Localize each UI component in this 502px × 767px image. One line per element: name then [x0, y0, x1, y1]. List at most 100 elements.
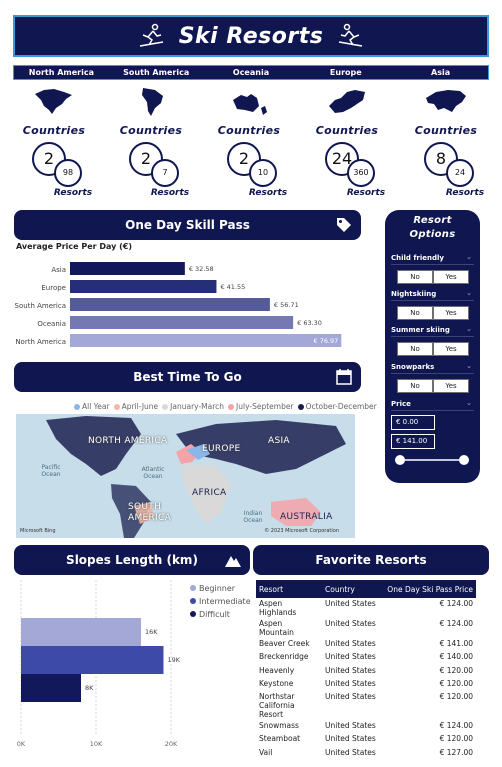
child-friendly-no-button[interactable]: No [397, 270, 433, 284]
legend-dot [190, 585, 196, 591]
table-cell: Vail [259, 747, 273, 757]
table-row[interactable]: Heavenly United States € 120.00 [256, 665, 476, 678]
legend-item[interactable]: July-September [228, 402, 294, 411]
region-bar: North America South America Oceania Euro… [13, 65, 489, 80]
table-cell: Keystone [259, 678, 294, 688]
region-tab-north-america[interactable]: North America [28, 68, 95, 77]
resorts-count: 24 [446, 159, 474, 187]
pass-bar[interactable] [70, 316, 294, 329]
legend-item[interactable]: January-March [162, 402, 224, 411]
slopes-legend-item[interactable]: Beginner [190, 584, 251, 593]
table-row[interactable]: Northstar California Resort United States… [256, 691, 476, 720]
region-tab-south-america[interactable]: South America [123, 68, 190, 77]
chevron-down-icon[interactable]: ⌄ [466, 289, 472, 297]
filter-nightskiing: Nightskiing ⌄ No Yes [391, 289, 474, 320]
region-tab-europe[interactable]: Europe [329, 68, 362, 77]
slopes-legend-item[interactable]: Difficult [190, 610, 251, 619]
price-tag-icon [337, 218, 351, 232]
pass-bar[interactable] [70, 334, 342, 347]
table-cell: United States [325, 721, 376, 731]
resorts-count: 98 [54, 159, 82, 187]
table-row[interactable]: Aspen Highlands United States € 124.00 [256, 598, 476, 618]
map-label-north-america: NORTH AMERICA [88, 436, 168, 446]
pass-chart-subtitle: Average Price Per Day (€) [16, 242, 133, 251]
table-cell: € 141.00 [439, 639, 473, 648]
column-header[interactable]: Country [322, 580, 381, 598]
slider-min-handle[interactable] [395, 455, 405, 465]
calendar-icon [336, 369, 352, 385]
legend-item[interactable]: All Year [74, 402, 110, 411]
table-cell: United States [325, 619, 376, 628]
table-row[interactable]: Keystone United States € 120.00 [256, 678, 476, 691]
legend-label: April-June [121, 402, 159, 411]
snowparks-no-button[interactable]: No [397, 379, 433, 393]
region-card-oceania: Countries 2 10 Resorts [209, 84, 289, 199]
table-cell: Snowmass [259, 721, 299, 731]
child-friendly-yes-button[interactable]: Yes [433, 270, 469, 284]
table-row[interactable]: Snowmass United States € 124.00 [256, 720, 476, 733]
table-cell: United States [325, 734, 376, 744]
map-copyright: © 2023 Microsoft Corporation [264, 528, 339, 534]
snowparks-yes-button[interactable]: Yes [433, 379, 469, 393]
north-america-map-icon [35, 89, 72, 114]
filter-price: Price ⌄ [391, 399, 474, 411]
slider-max-handle[interactable] [459, 455, 469, 465]
chevron-down-icon[interactable]: ⌄ [466, 399, 472, 407]
slopes-bar[interactable] [21, 646, 164, 674]
legend-dot [297, 404, 304, 410]
pass-bar[interactable] [70, 280, 217, 293]
slopes-bar[interactable] [21, 674, 81, 702]
price-max-input[interactable]: € 141.00 [391, 434, 435, 449]
table-row[interactable]: Breckenridge United States € 140.00 [256, 651, 476, 664]
pass-category-label: South America [15, 302, 66, 310]
table-row[interactable]: Beaver Creek United States € 141.00 [256, 638, 476, 651]
page-title: Ski Resorts [178, 23, 324, 49]
map-label-asia: ASIA [268, 436, 290, 446]
pass-bar[interactable] [70, 298, 270, 311]
pass-category-label: Asia [51, 266, 66, 274]
slopes-bar[interactable] [21, 618, 141, 646]
table-row[interactable]: Steamboat United States € 120.00 [256, 733, 476, 746]
column-header[interactable]: One Day Ski Pass Price [380, 580, 476, 598]
pass-data-label: € 56.71 [274, 301, 299, 309]
summer-skiing-yes-button[interactable]: Yes [433, 342, 469, 356]
legend-item[interactable]: April-June [113, 402, 159, 411]
table-cell: € 120.00 [439, 678, 473, 688]
pass-data-label: € 41.55 [220, 283, 245, 291]
title-bar: Ski Resorts [13, 15, 489, 57]
region-tab-asia[interactable]: Asia [431, 68, 451, 77]
resorts-label: Resorts [53, 188, 93, 198]
column-header[interactable]: Resort [256, 580, 322, 598]
legend-dot [190, 598, 196, 604]
resort-options-title-line2: Options [409, 229, 456, 240]
slopes-data-label: 19K [168, 656, 181, 664]
table-cell: United States [325, 599, 376, 608]
slopes-legend-item[interactable]: Intermediate [190, 597, 251, 606]
table-cell: € 124.00 [439, 721, 473, 731]
legend-label: Beginner [199, 584, 236, 593]
nightskiing-yes-button[interactable]: Yes [433, 306, 469, 320]
table-row[interactable]: Aspen Mountain United States € 124.00 [256, 618, 476, 638]
resorts-count: 7 [151, 159, 179, 187]
price-min-input[interactable]: € 0.00 [391, 415, 435, 430]
legend-item[interactable]: October-December [297, 402, 377, 411]
chevron-down-icon[interactable]: ⌄ [466, 253, 472, 261]
table-cell: € 120.00 [439, 734, 473, 744]
slopes-header: Slopes Length (km) [14, 545, 250, 575]
chevron-down-icon[interactable]: ⌄ [466, 362, 472, 370]
world-map[interactable]: NORTH AMERICA EUROPE ASIA AFRICA SOUTH A… [16, 414, 355, 538]
slopes-tick-label: 10K [90, 740, 103, 748]
slopes-tick-label: 0K [17, 740, 26, 748]
best-time-legend: All Year April-June January-March July-Sept… [74, 402, 381, 411]
map-label-atlantic: Atlantic Ocean [141, 466, 165, 480]
region-tab-oceania[interactable]: Oceania [232, 68, 270, 77]
pass-category-label: North America [15, 338, 66, 346]
summer-skiing-no-button[interactable]: No [397, 342, 433, 356]
pass-bar[interactable] [70, 262, 185, 275]
chevron-down-icon[interactable]: ⌄ [466, 325, 472, 333]
price-range-slider[interactable] [395, 453, 469, 467]
filter-label: Snowparks [391, 363, 435, 371]
bing-attribution: Microsoft Bing [20, 528, 56, 534]
table-row[interactable]: Vail United States € 127.00 [256, 747, 476, 760]
nightskiing-no-button[interactable]: No [397, 306, 433, 320]
